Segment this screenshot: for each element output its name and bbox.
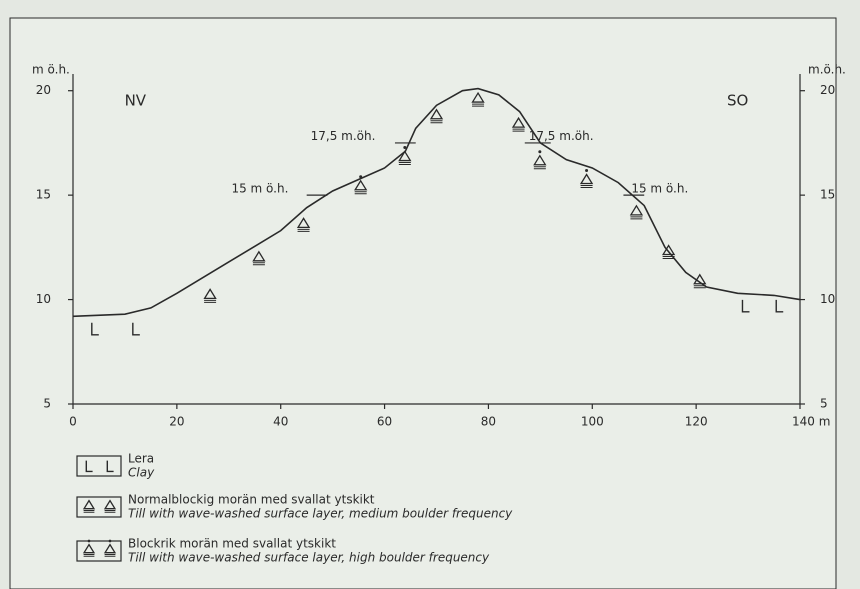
y2-tick-label: 20 — [820, 83, 835, 97]
x-tick-label: 140 m — [792, 415, 830, 429]
y2-tick-label: 5 — [820, 397, 828, 411]
y-tick-label: 15 — [36, 188, 51, 202]
boulder-dot — [109, 540, 112, 543]
legend-label-en: Clay — [128, 466, 155, 480]
annotation: 17,5 m.öh. — [311, 129, 376, 143]
x-tick-label: 40 — [273, 415, 288, 429]
x-tick-label: 20 — [169, 415, 184, 429]
y-tick-label: 20 — [36, 83, 51, 97]
y-tick-label: 10 — [36, 292, 51, 306]
x-tick-label: 100 — [581, 415, 604, 429]
legend-label: Normalblockig morän med svallat ytskikt — [128, 493, 375, 507]
annotation: 15 m ö.h. — [631, 181, 688, 195]
x-tick-label: 120 — [685, 415, 708, 429]
legend-label-en: Till with wave-washed surface layer, med… — [128, 507, 513, 521]
y2-tick-label: 10 — [820, 292, 835, 306]
y-axis-title: m ö.h. — [32, 63, 70, 77]
boulder-dot — [403, 146, 406, 149]
boulder-dot — [88, 540, 91, 543]
x-tick-label: 0 — [69, 415, 77, 429]
boulder-dot — [538, 150, 541, 153]
y-tick-label: 5 — [43, 397, 51, 411]
x-tick-label: 60 — [377, 415, 392, 429]
chart: m ö.h. m.ö.h. 0 20 40 60 80 100 120 140 m 5 10 15 2… — [0, 0, 860, 589]
x-tick-label: 80 — [481, 415, 496, 429]
annotation: SO — [727, 92, 748, 110]
legend-label-en: Till with wave-washed surface layer, hig… — [128, 551, 490, 565]
annotation: NV — [125, 92, 147, 110]
boulder-dot — [359, 175, 362, 178]
boulder-dot — [585, 169, 588, 172]
y2-tick-label: 15 — [820, 188, 835, 202]
y2-axis-title: m.ö.h. — [808, 63, 846, 77]
annotation: 17,5 m.öh. — [529, 129, 594, 143]
legend-label: Lera — [128, 452, 154, 466]
annotation: 15 m ö.h. — [231, 181, 288, 195]
legend-label: Blockrik morän med svallat ytskikt — [128, 537, 336, 551]
